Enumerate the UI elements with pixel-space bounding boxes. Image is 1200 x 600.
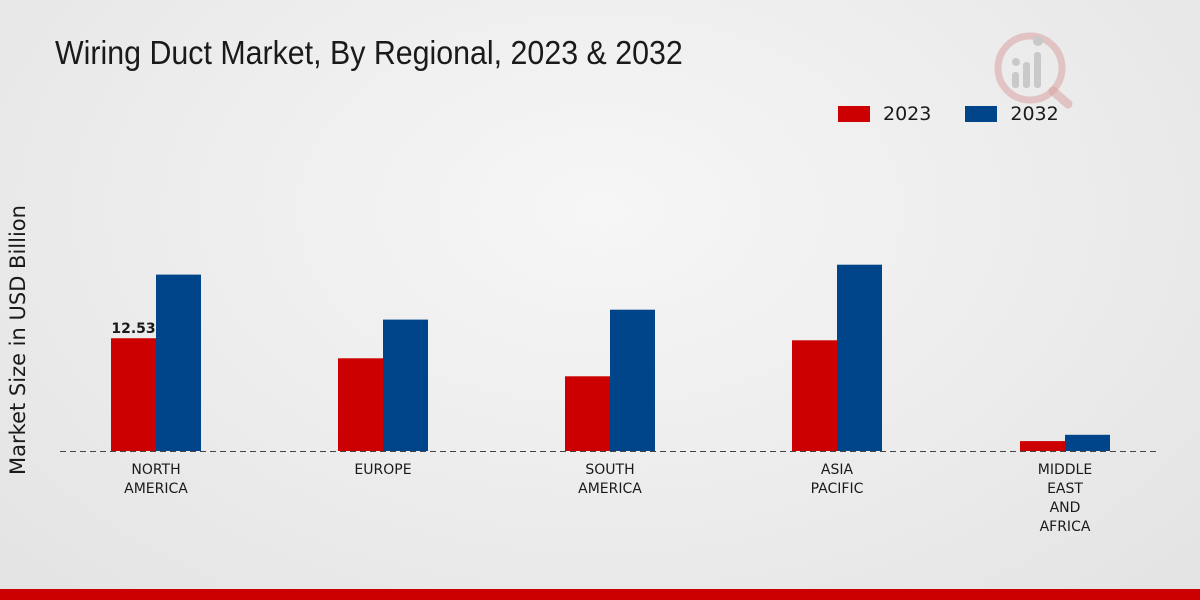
legend-item-2032: 2032 xyxy=(965,103,1059,125)
bar-2023-middle-east-and-africa xyxy=(1020,441,1065,451)
data-label: 12.53 xyxy=(111,321,155,337)
analytics-magnifier-logo-icon xyxy=(994,32,1073,109)
legend-swatch-2032 xyxy=(965,106,998,122)
x-tick-label: EUROPE xyxy=(354,462,411,478)
footer-accent-bar xyxy=(0,589,1200,600)
legend-item-2023: 2023 xyxy=(838,103,931,125)
bar-2032-middle-east-and-africa xyxy=(1065,434,1110,451)
bar-2023-asia-pacific xyxy=(792,340,837,451)
x-tick-label: NORTH AMERICA xyxy=(124,462,188,497)
legend-swatch-2023 xyxy=(838,106,870,122)
chart-legend: 2023 2032 xyxy=(838,103,1093,125)
chart-title: Wiring Duct Market, By Regional, 2023 & … xyxy=(55,34,683,71)
bar-2023-south-america xyxy=(565,376,610,451)
x-tick-label: MIDDLE EAST AND AFRICA xyxy=(1038,462,1092,535)
bar-2032-asia-pacific xyxy=(837,264,882,451)
x-tick-label: SOUTH AMERICA xyxy=(578,462,642,497)
legend-label-2032: 2032 xyxy=(1010,103,1059,125)
bar-2032-south-america xyxy=(610,309,655,451)
bar-2032-europe xyxy=(383,319,428,451)
bar-2023-north-america xyxy=(111,338,156,451)
x-tick-label: ASIA PACIFIC xyxy=(811,462,864,497)
bar-2032-north-america xyxy=(156,274,201,451)
bar-2023-europe xyxy=(338,358,383,451)
legend-label-2023: 2023 xyxy=(883,103,932,125)
